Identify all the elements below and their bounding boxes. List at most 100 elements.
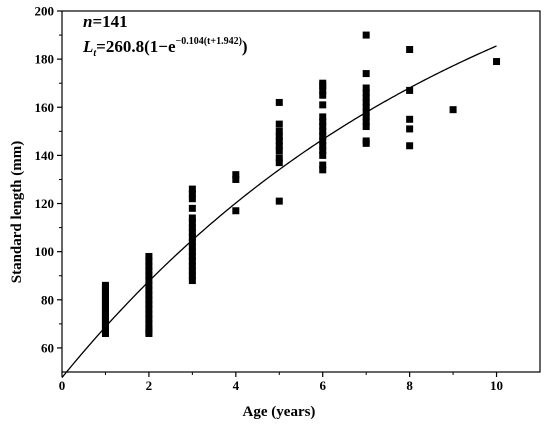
data-point	[188, 262, 196, 270]
x-axis-title: Age (years)	[243, 404, 316, 420]
axes: 0 2 4 6 8 10 60 80 100 120 140 160 180 200	[35, 4, 541, 393]
data-point	[188, 185, 196, 193]
eq-exponent: −0.104(t+1.942)	[176, 36, 242, 47]
data-point	[275, 147, 283, 155]
data-point	[145, 320, 153, 328]
sample-size-annotation: n=141	[83, 12, 128, 31]
y-tick-label: 60	[41, 340, 54, 355]
data-point	[188, 190, 196, 198]
data-point	[362, 103, 370, 111]
data-point	[362, 123, 370, 131]
data-point	[188, 238, 196, 246]
data-point	[188, 277, 196, 285]
data-point	[449, 106, 457, 114]
y-tick-label: 80	[41, 292, 54, 307]
eq-close: )	[242, 37, 248, 56]
data-point	[145, 281, 153, 289]
data-point	[319, 91, 327, 99]
data-point	[362, 137, 370, 145]
data-point	[362, 118, 370, 126]
data-point	[145, 325, 153, 333]
data-point	[319, 166, 327, 174]
eq-main: =260.8(1−e	[96, 37, 176, 56]
data-point	[319, 132, 327, 140]
data-point	[188, 224, 196, 232]
data-point	[362, 113, 370, 121]
data-point	[275, 154, 283, 162]
data-point	[232, 171, 240, 179]
data-point	[319, 113, 327, 121]
x-tick-label: 2	[146, 378, 153, 393]
data-point	[319, 118, 327, 126]
data-point	[145, 262, 153, 270]
x-tick-label: 8	[406, 378, 413, 393]
y-tick-label: 120	[35, 196, 55, 211]
data-point	[145, 296, 153, 304]
data-point	[145, 257, 153, 265]
data-point	[319, 142, 327, 150]
data-point	[188, 267, 196, 275]
data-point	[188, 204, 196, 212]
data-point	[362, 89, 370, 97]
y-axis-title: Standard length (mm)	[9, 141, 25, 284]
data-point	[232, 175, 240, 183]
data-point	[406, 46, 414, 54]
data-point	[145, 310, 153, 318]
data-point	[493, 58, 501, 66]
data-point	[145, 252, 153, 260]
data-point	[275, 120, 283, 128]
data-point	[319, 151, 327, 159]
data-point	[188, 252, 196, 260]
y-tick-label: 100	[35, 244, 55, 259]
x-tick-label: 10	[490, 378, 503, 393]
data-point	[145, 291, 153, 299]
data-point	[406, 125, 414, 133]
data-point	[145, 267, 153, 275]
curve-layer	[61, 45, 497, 378]
y-tick-label: 200	[35, 4, 55, 19]
points-layer	[101, 31, 501, 337]
data-point	[362, 31, 370, 39]
data-point	[275, 98, 283, 106]
data-point	[275, 197, 283, 205]
data-point	[275, 132, 283, 140]
data-point	[319, 147, 327, 155]
data-point	[188, 214, 196, 222]
data-point	[188, 195, 196, 203]
data-point	[145, 315, 153, 323]
data-point	[145, 272, 153, 280]
data-point	[188, 219, 196, 227]
data-point	[145, 277, 153, 285]
y-tick-label: 160	[35, 100, 55, 115]
x-tick-label: 4	[233, 378, 240, 393]
growth-equation: Lt=260.8(1−e−0.104(t+1.942))	[82, 36, 248, 59]
eq-subscript: t	[93, 48, 97, 59]
data-point	[319, 137, 327, 145]
data-point	[188, 243, 196, 251]
data-point	[362, 98, 370, 106]
plot-frame	[61, 10, 541, 373]
data-point	[101, 281, 109, 289]
data-point	[319, 123, 327, 131]
data-point	[319, 161, 327, 169]
data-point	[362, 108, 370, 116]
data-point	[362, 70, 370, 78]
data-point	[406, 86, 414, 94]
y-tick-label: 180	[35, 52, 55, 67]
data-point	[275, 159, 283, 167]
data-point	[188, 233, 196, 241]
data-point	[406, 142, 414, 150]
data-point	[362, 94, 370, 102]
data-point	[275, 127, 283, 135]
n-label: n	[83, 12, 92, 31]
data-point	[362, 84, 370, 92]
data-point	[188, 248, 196, 256]
data-point	[145, 301, 153, 309]
data-point	[275, 142, 283, 150]
eq-variable: L	[82, 37, 93, 56]
data-point	[188, 272, 196, 280]
fitted-growth-curve	[61, 45, 497, 378]
data-point	[145, 305, 153, 313]
data-point	[188, 257, 196, 265]
x-tick-label: 6	[319, 378, 326, 393]
